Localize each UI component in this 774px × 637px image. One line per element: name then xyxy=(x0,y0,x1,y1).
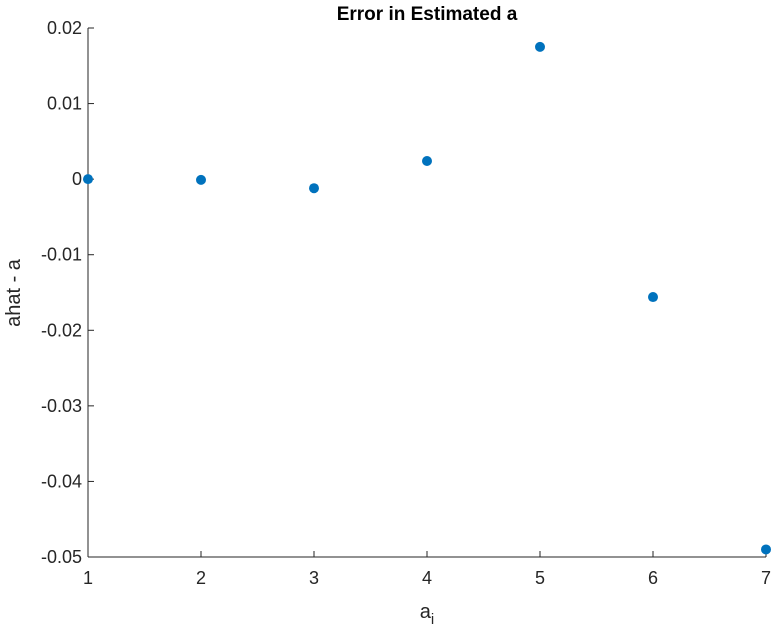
x-tick-label: 1 xyxy=(83,568,93,588)
x-ticks: 1 2 3 4 5 6 7 xyxy=(83,551,771,588)
y-tick-label: -0.04 xyxy=(41,471,82,491)
data-point xyxy=(761,544,771,555)
y-tick-label: -0.05 xyxy=(41,547,82,567)
y-tick-label: 0.01 xyxy=(47,94,82,114)
data-point xyxy=(535,41,545,52)
chart-title: Error in Estimated a xyxy=(337,4,518,25)
data-point xyxy=(422,156,432,167)
y-tick-label: -0.02 xyxy=(41,320,82,340)
x-tick-label: 5 xyxy=(535,568,545,588)
y-ticks: 0.02 0.01 0 -0.01 -0.02 -0.03 -0.04 -0.05 xyxy=(41,18,94,567)
data-point xyxy=(648,292,658,303)
x-axis-label: ai xyxy=(420,601,434,628)
data-point xyxy=(196,174,206,185)
y-tick-label: -0.03 xyxy=(41,396,82,416)
y-tick-label: 0.02 xyxy=(47,18,82,38)
x-tick-label: 7 xyxy=(761,568,771,588)
data-point xyxy=(309,183,319,194)
y-tick-label: -0.01 xyxy=(41,245,82,265)
y-axis-label: ahat - a xyxy=(3,258,25,327)
x-axis-label-subscript: i xyxy=(431,611,434,628)
y-tick-label: 0 xyxy=(72,169,82,189)
x-tick-label: 4 xyxy=(422,568,432,588)
data-point xyxy=(83,174,93,185)
x-axis-label-main: a xyxy=(420,601,432,623)
data-points xyxy=(83,41,771,555)
axes xyxy=(87,28,766,558)
x-tick-label: 6 xyxy=(648,568,658,588)
x-tick-label: 3 xyxy=(309,568,319,588)
x-tick-label: 2 xyxy=(196,568,206,588)
